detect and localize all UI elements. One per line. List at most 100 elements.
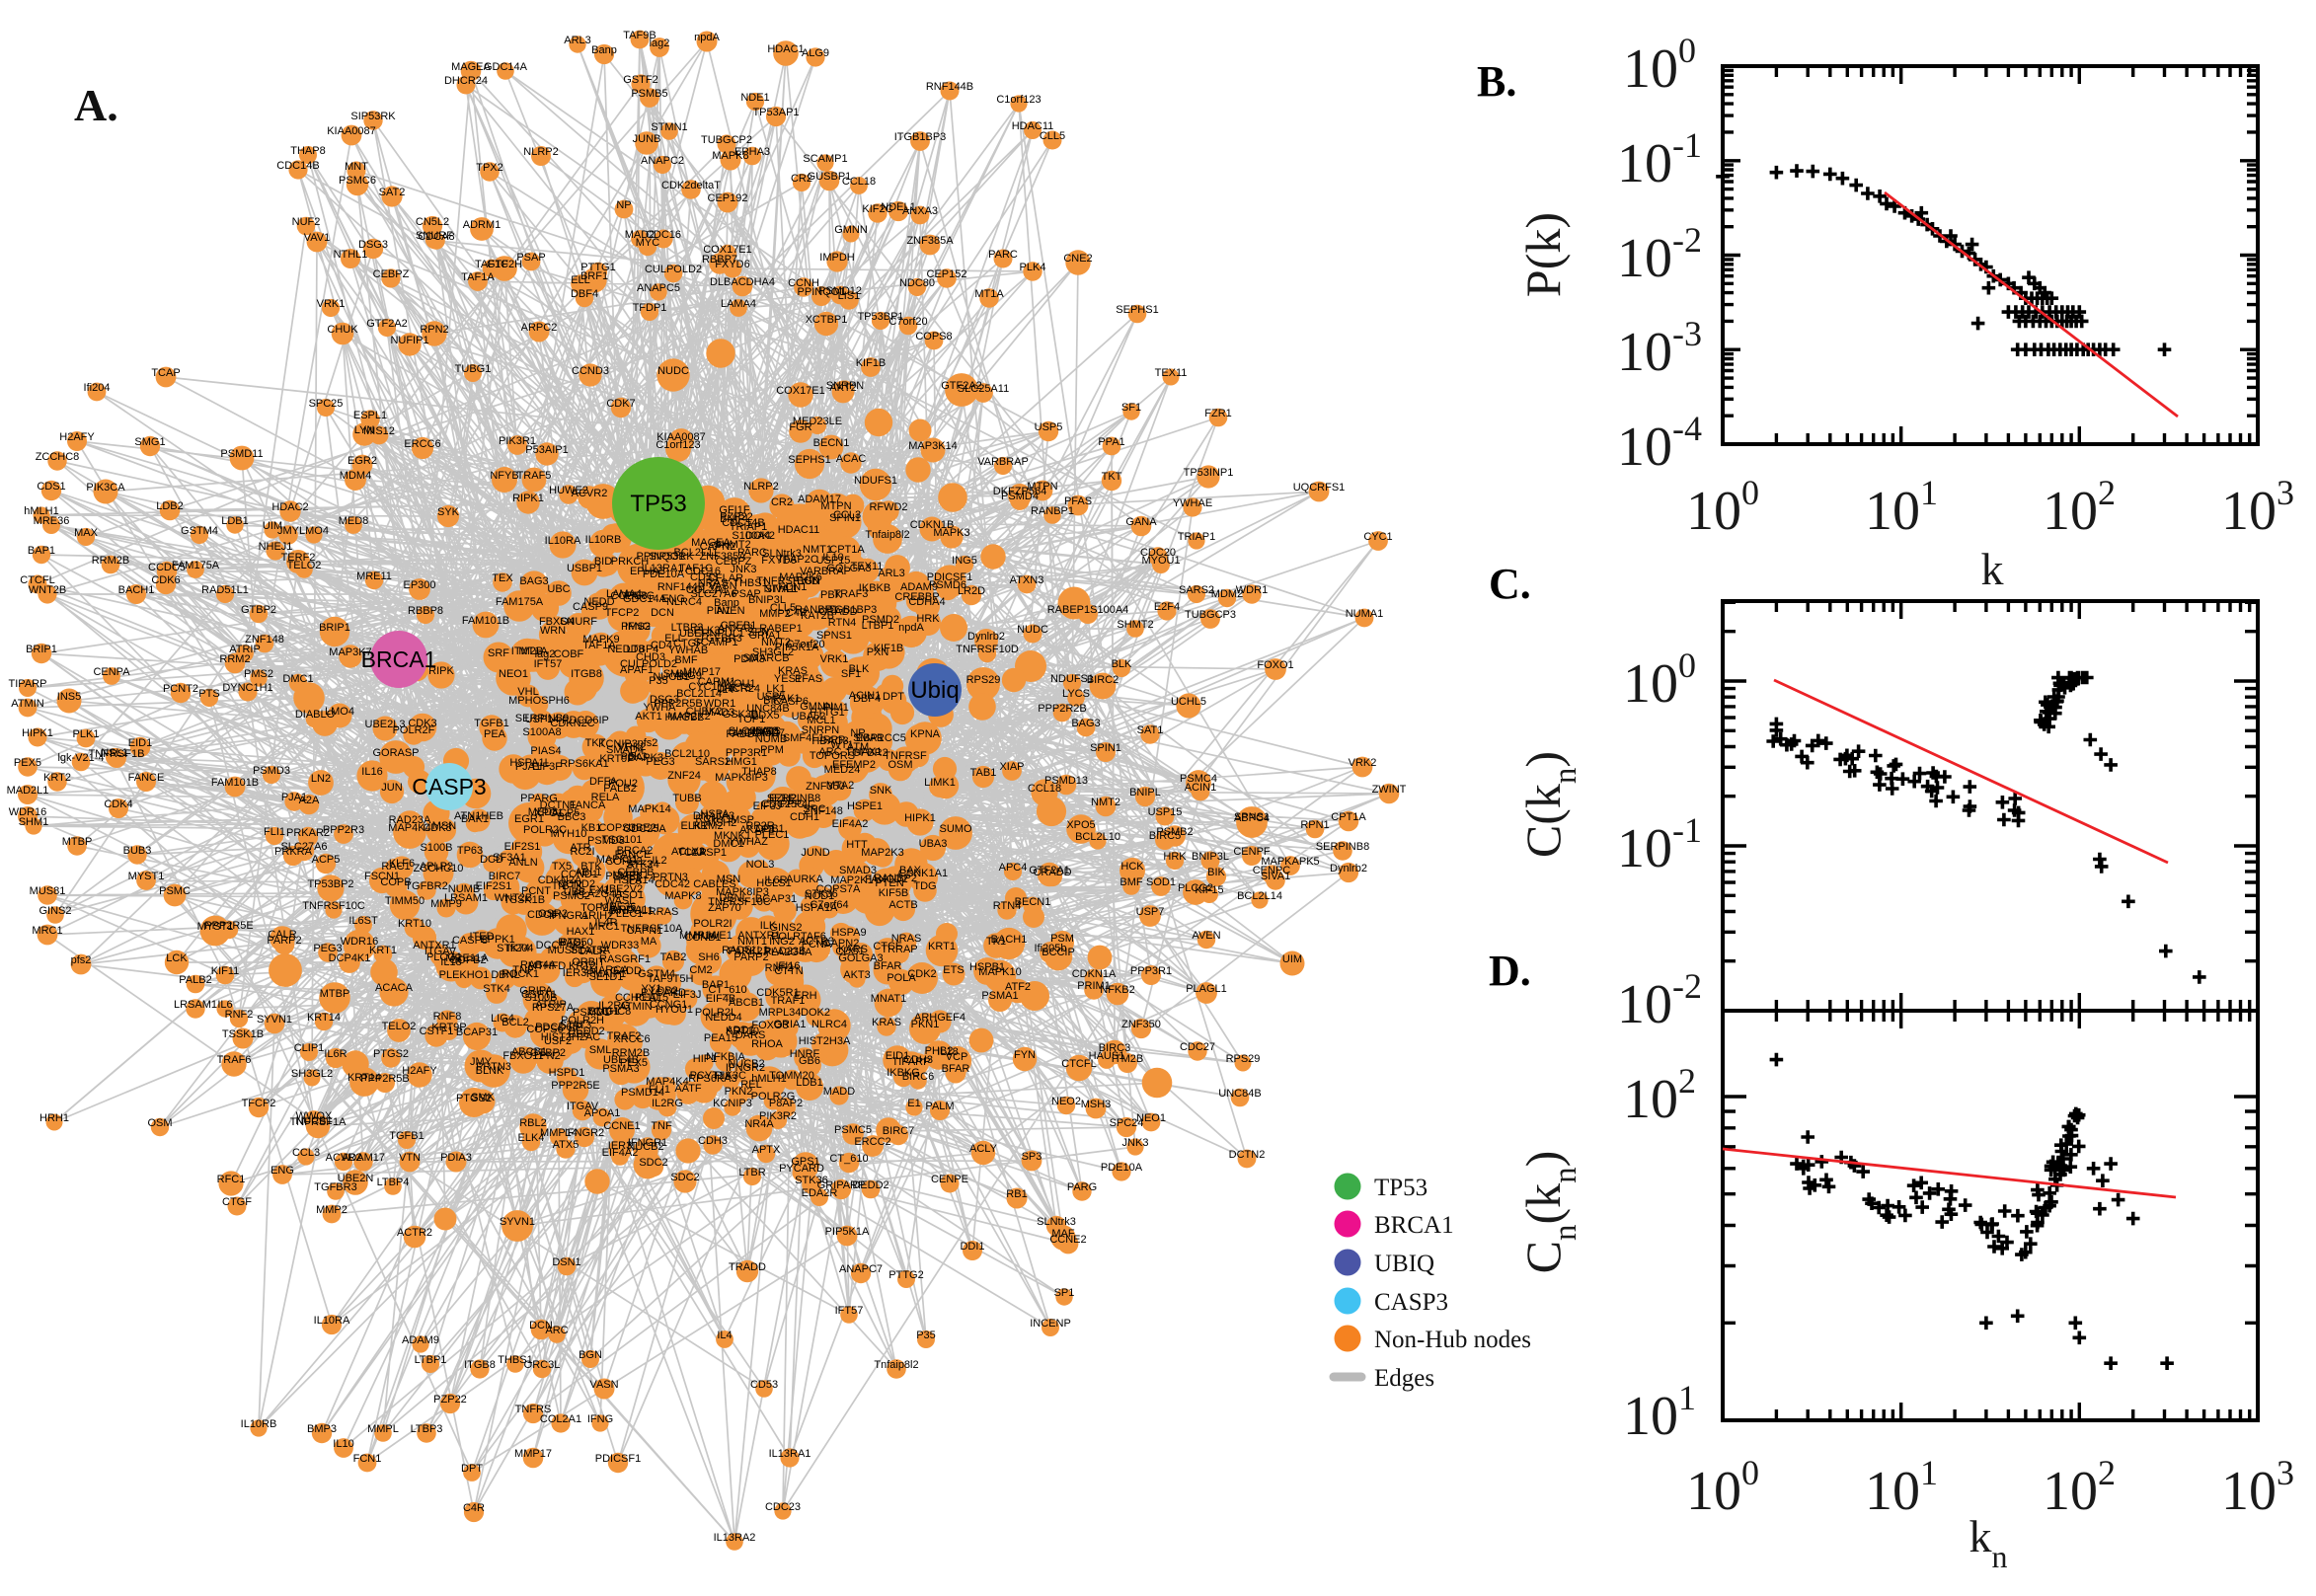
svg-text:SPIN1: SPIN1 bbox=[1090, 742, 1121, 754]
svg-text:PPA1: PPA1 bbox=[1098, 436, 1124, 448]
svg-text:AVEN: AVEN bbox=[1192, 930, 1220, 942]
svg-text:PSMD11: PSMD11 bbox=[220, 448, 263, 460]
svg-text:KRT10: KRT10 bbox=[398, 918, 431, 930]
svg-text:COPB: COPB bbox=[380, 876, 411, 888]
svg-text:MAP2K2: MAP2K2 bbox=[667, 711, 710, 722]
svg-text:NMT2: NMT2 bbox=[1091, 797, 1120, 808]
svg-text:TFDP1: TFDP1 bbox=[633, 302, 667, 314]
svg-text:CDH3: CDH3 bbox=[698, 1135, 728, 1147]
svg-text:CREBBP: CREBBP bbox=[894, 591, 939, 603]
svg-text:APAF1: APAF1 bbox=[620, 664, 654, 676]
svg-text:HSPB1: HSPB1 bbox=[969, 961, 1005, 973]
svg-text:PSMC5: PSMC5 bbox=[834, 1124, 872, 1136]
svg-text:BFAR: BFAR bbox=[942, 1063, 970, 1075]
svg-text:EIF4B: EIF4B bbox=[706, 993, 736, 1005]
svg-text:TPX2: TPX2 bbox=[476, 162, 503, 174]
svg-text:TRAF6: TRAF6 bbox=[217, 1054, 252, 1066]
svg-text:PDICSF1: PDICSF1 bbox=[595, 1453, 641, 1465]
svg-text:CSTF1: CSTF1 bbox=[420, 1026, 454, 1037]
svg-text:HRK: HRK bbox=[1163, 851, 1187, 863]
svg-text:PMS2: PMS2 bbox=[244, 668, 273, 680]
svg-text:VRK2: VRK2 bbox=[1349, 757, 1377, 769]
svg-text:Ifi204: Ifi204 bbox=[84, 382, 111, 394]
svg-text:RFC1: RFC1 bbox=[217, 1174, 246, 1185]
svg-text:ACLY2: ACLY2 bbox=[671, 846, 705, 858]
svg-text:H2AFY: H2AFY bbox=[402, 1065, 437, 1077]
svg-text:BCAP31: BCAP31 bbox=[456, 1026, 498, 1038]
svg-text:INCENP: INCENP bbox=[1030, 1318, 1071, 1330]
svg-text:KPNA: KPNA bbox=[910, 728, 941, 740]
svg-text:ATF2: ATF2 bbox=[1005, 981, 1031, 993]
svg-text:CDCA8: CDCA8 bbox=[418, 231, 454, 243]
svg-text:EIF3F: EIF3F bbox=[532, 761, 562, 773]
svg-text:CR2: CR2 bbox=[771, 496, 793, 508]
svg-text:TNF: TNF bbox=[651, 1120, 672, 1132]
svg-text:JUND: JUND bbox=[801, 847, 829, 859]
svg-text:KARS: KARS bbox=[838, 944, 868, 955]
svg-text:EID1: EID1 bbox=[886, 1050, 909, 1062]
svg-text:LDB1: LDB1 bbox=[221, 515, 249, 527]
svg-text:DCTN2: DCTN2 bbox=[1229, 1149, 1266, 1161]
svg-text:GANA: GANA bbox=[1125, 516, 1157, 528]
svg-text:ETS: ETS bbox=[943, 964, 964, 976]
svg-text:KCNIP3: KCNIP3 bbox=[713, 1098, 752, 1109]
svg-text:KRT14: KRT14 bbox=[307, 1012, 341, 1024]
svg-text:Dynlrb2: Dynlrb2 bbox=[967, 631, 1005, 643]
svg-text:MNT: MNT bbox=[345, 161, 368, 173]
svg-text:MAP3K14: MAP3K14 bbox=[908, 440, 958, 452]
svg-text:NUFIP1: NUFIP1 bbox=[390, 335, 428, 346]
svg-text:CDC20: CDC20 bbox=[1140, 547, 1176, 559]
svg-text:RABEP1S100A4: RABEP1S100A4 bbox=[1047, 604, 1129, 616]
svg-text:LDB1: LDB1 bbox=[796, 1077, 823, 1089]
svg-text:NFKBIA: NFKBIA bbox=[706, 1051, 745, 1063]
svg-text:RBBP7: RBBP7 bbox=[702, 254, 737, 266]
svg-text:CARM1: CARM1 bbox=[698, 676, 736, 688]
svg-text:CEP152: CEP152 bbox=[927, 268, 967, 280]
svg-text:COPS8: COPS8 bbox=[915, 331, 952, 342]
svg-text:NUMA1: NUMA1 bbox=[1346, 608, 1384, 620]
svg-text:EGR2: EGR2 bbox=[347, 455, 377, 467]
svg-text:LTBP4: LTBP4 bbox=[377, 1177, 410, 1188]
svg-text:BID: BID bbox=[594, 556, 612, 568]
svg-text:CEBPB: CEBPB bbox=[617, 867, 654, 878]
svg-text:RNF2: RNF2 bbox=[225, 1009, 254, 1021]
svg-text:IL10RA: IL10RA bbox=[545, 535, 581, 547]
svg-text:BIK: BIK bbox=[1207, 867, 1225, 878]
svg-text:APOA1: APOA1 bbox=[584, 1107, 621, 1119]
svg-text:NP: NP bbox=[616, 199, 631, 211]
svg-text:SDC2: SDC2 bbox=[639, 1157, 667, 1169]
svg-text:GDC14A: GDC14A bbox=[484, 61, 528, 73]
svg-text:TRAF5: TRAF5 bbox=[517, 470, 552, 482]
svg-text:PLCG1: PLCG1 bbox=[426, 951, 462, 963]
svg-text:VASN: VASN bbox=[589, 1379, 618, 1391]
svg-text:RPS6KA1: RPS6KA1 bbox=[560, 758, 609, 770]
svg-text:MYST1: MYST1 bbox=[128, 871, 165, 882]
svg-text:NEO1: NEO1 bbox=[499, 668, 528, 680]
svg-text:TEX11: TEX11 bbox=[1155, 367, 1188, 379]
svg-text:ADRM1: ADRM1 bbox=[463, 219, 502, 231]
svg-text:MSH3: MSH3 bbox=[1081, 1099, 1112, 1110]
svg-text:MMP2: MMP2 bbox=[759, 608, 791, 620]
svg-text:CTGF: CTGF bbox=[222, 1196, 252, 1208]
svg-text:PPARG: PPARG bbox=[520, 793, 558, 804]
svg-text:TNFRS: TNFRS bbox=[515, 1404, 552, 1415]
svg-text:ACP5: ACP5 bbox=[312, 854, 341, 866]
svg-text:BAX: BAX bbox=[899, 865, 922, 876]
svg-text:ALG9: ALG9 bbox=[802, 47, 829, 59]
svg-text:STAT3: STAT3 bbox=[560, 1020, 592, 1031]
svg-text:FLI1: FLI1 bbox=[264, 826, 285, 838]
svg-text:CFLAR: CFLAR bbox=[708, 572, 743, 584]
svg-text:MUS81: MUS81 bbox=[30, 885, 66, 897]
svg-text:CHUK: CHUK bbox=[327, 324, 358, 336]
svg-text:CLL5: CLL5 bbox=[1040, 130, 1065, 142]
svg-text:GOLGA3: GOLGA3 bbox=[826, 563, 871, 574]
svg-text:FOXO3: FOXO3 bbox=[751, 1020, 788, 1031]
svg-text:ANAPC2: ANAPC2 bbox=[641, 155, 684, 167]
svg-text:PSMC2: PSMC2 bbox=[553, 890, 590, 902]
svg-text:CCL18: CCL18 bbox=[842, 176, 876, 188]
svg-text:BAG3: BAG3 bbox=[1071, 718, 1100, 729]
svg-text:KIF1B: KIF1B bbox=[856, 357, 887, 369]
svg-text:HIPK1: HIPK1 bbox=[904, 812, 936, 824]
svg-text:SP1: SP1 bbox=[1054, 1287, 1075, 1299]
svg-text:PRKRA: PRKRA bbox=[274, 846, 313, 858]
